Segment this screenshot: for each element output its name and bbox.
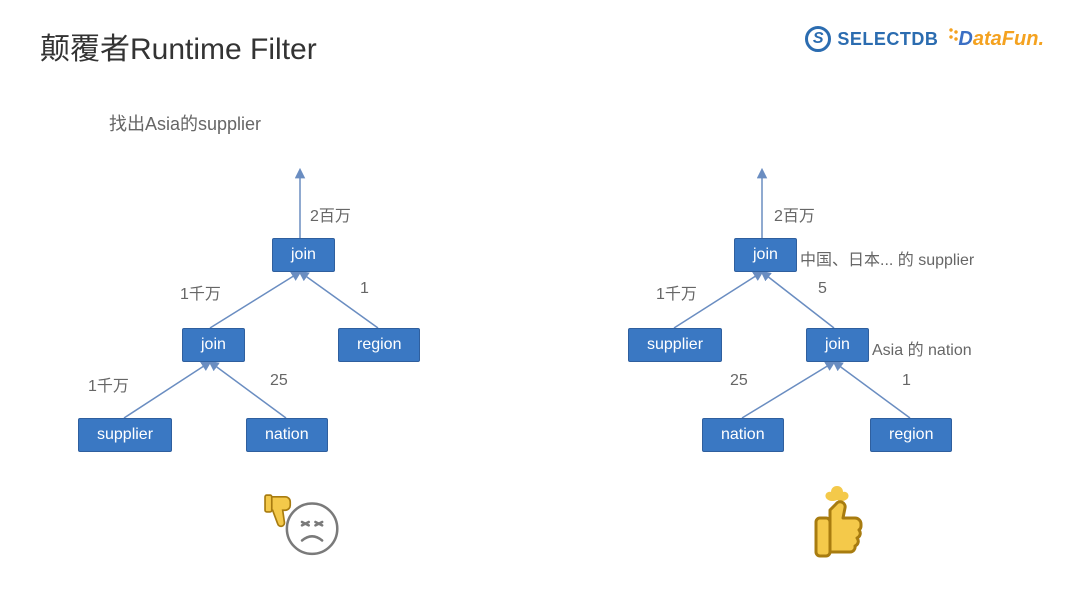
tree-node-reg: region <box>870 418 952 452</box>
tree-node-j1: join <box>272 238 335 272</box>
tree-node-sup: supplier <box>628 328 722 362</box>
selectdb-text: SELECTDB <box>837 29 938 50</box>
right-tree-diagram: join supplier join nation region 2百万 1千万 5 25 1 中国… <box>600 160 1040 480</box>
logo-datafun: DataFun. <box>948 27 1044 51</box>
tree-node-nat: nation <box>246 418 328 452</box>
tree-node-j1: join <box>734 238 797 272</box>
tree-node-j2: join <box>806 328 869 362</box>
logo-selectdb: S SELECTDB <box>805 26 938 52</box>
edge-label: 25 <box>270 372 288 390</box>
annotation-label: 中国、日本... 的 supplier <box>800 246 974 270</box>
tree-node-sup: supplier <box>78 418 172 452</box>
edge-label: 1 <box>360 280 369 298</box>
edge-label: 1 <box>902 372 911 390</box>
annotation-label: Asia 的 nation <box>872 336 972 360</box>
logo-bar: S SELECTDB DataFun. <box>805 26 1044 52</box>
tree-node-j2: join <box>182 328 245 362</box>
edge-label: 1千万 <box>88 372 129 396</box>
edge-label: 1千万 <box>656 280 697 304</box>
page-title: 颠覆者Runtime Filter <box>40 24 317 68</box>
datafun-dots-icon <box>948 27 958 45</box>
edge-label: 1千万 <box>180 280 221 304</box>
edge-label: 25 <box>730 372 748 390</box>
thumbs-up-icon <box>802 484 872 569</box>
thumbs-down-icon <box>260 480 344 569</box>
left-tree-diagram: join join region supplier nation 2百万 1千万 1 1千万 25 <box>60 160 480 480</box>
edge-label: 5 <box>818 280 827 298</box>
edge-label: 2百万 <box>774 202 815 226</box>
tree-node-nat: nation <box>702 418 784 452</box>
selectdb-icon: S <box>805 26 831 52</box>
subtitle: 找出Asia的supplier <box>109 110 261 136</box>
tree-node-reg: region <box>338 328 420 362</box>
edge-label: 2百万 <box>310 202 351 226</box>
